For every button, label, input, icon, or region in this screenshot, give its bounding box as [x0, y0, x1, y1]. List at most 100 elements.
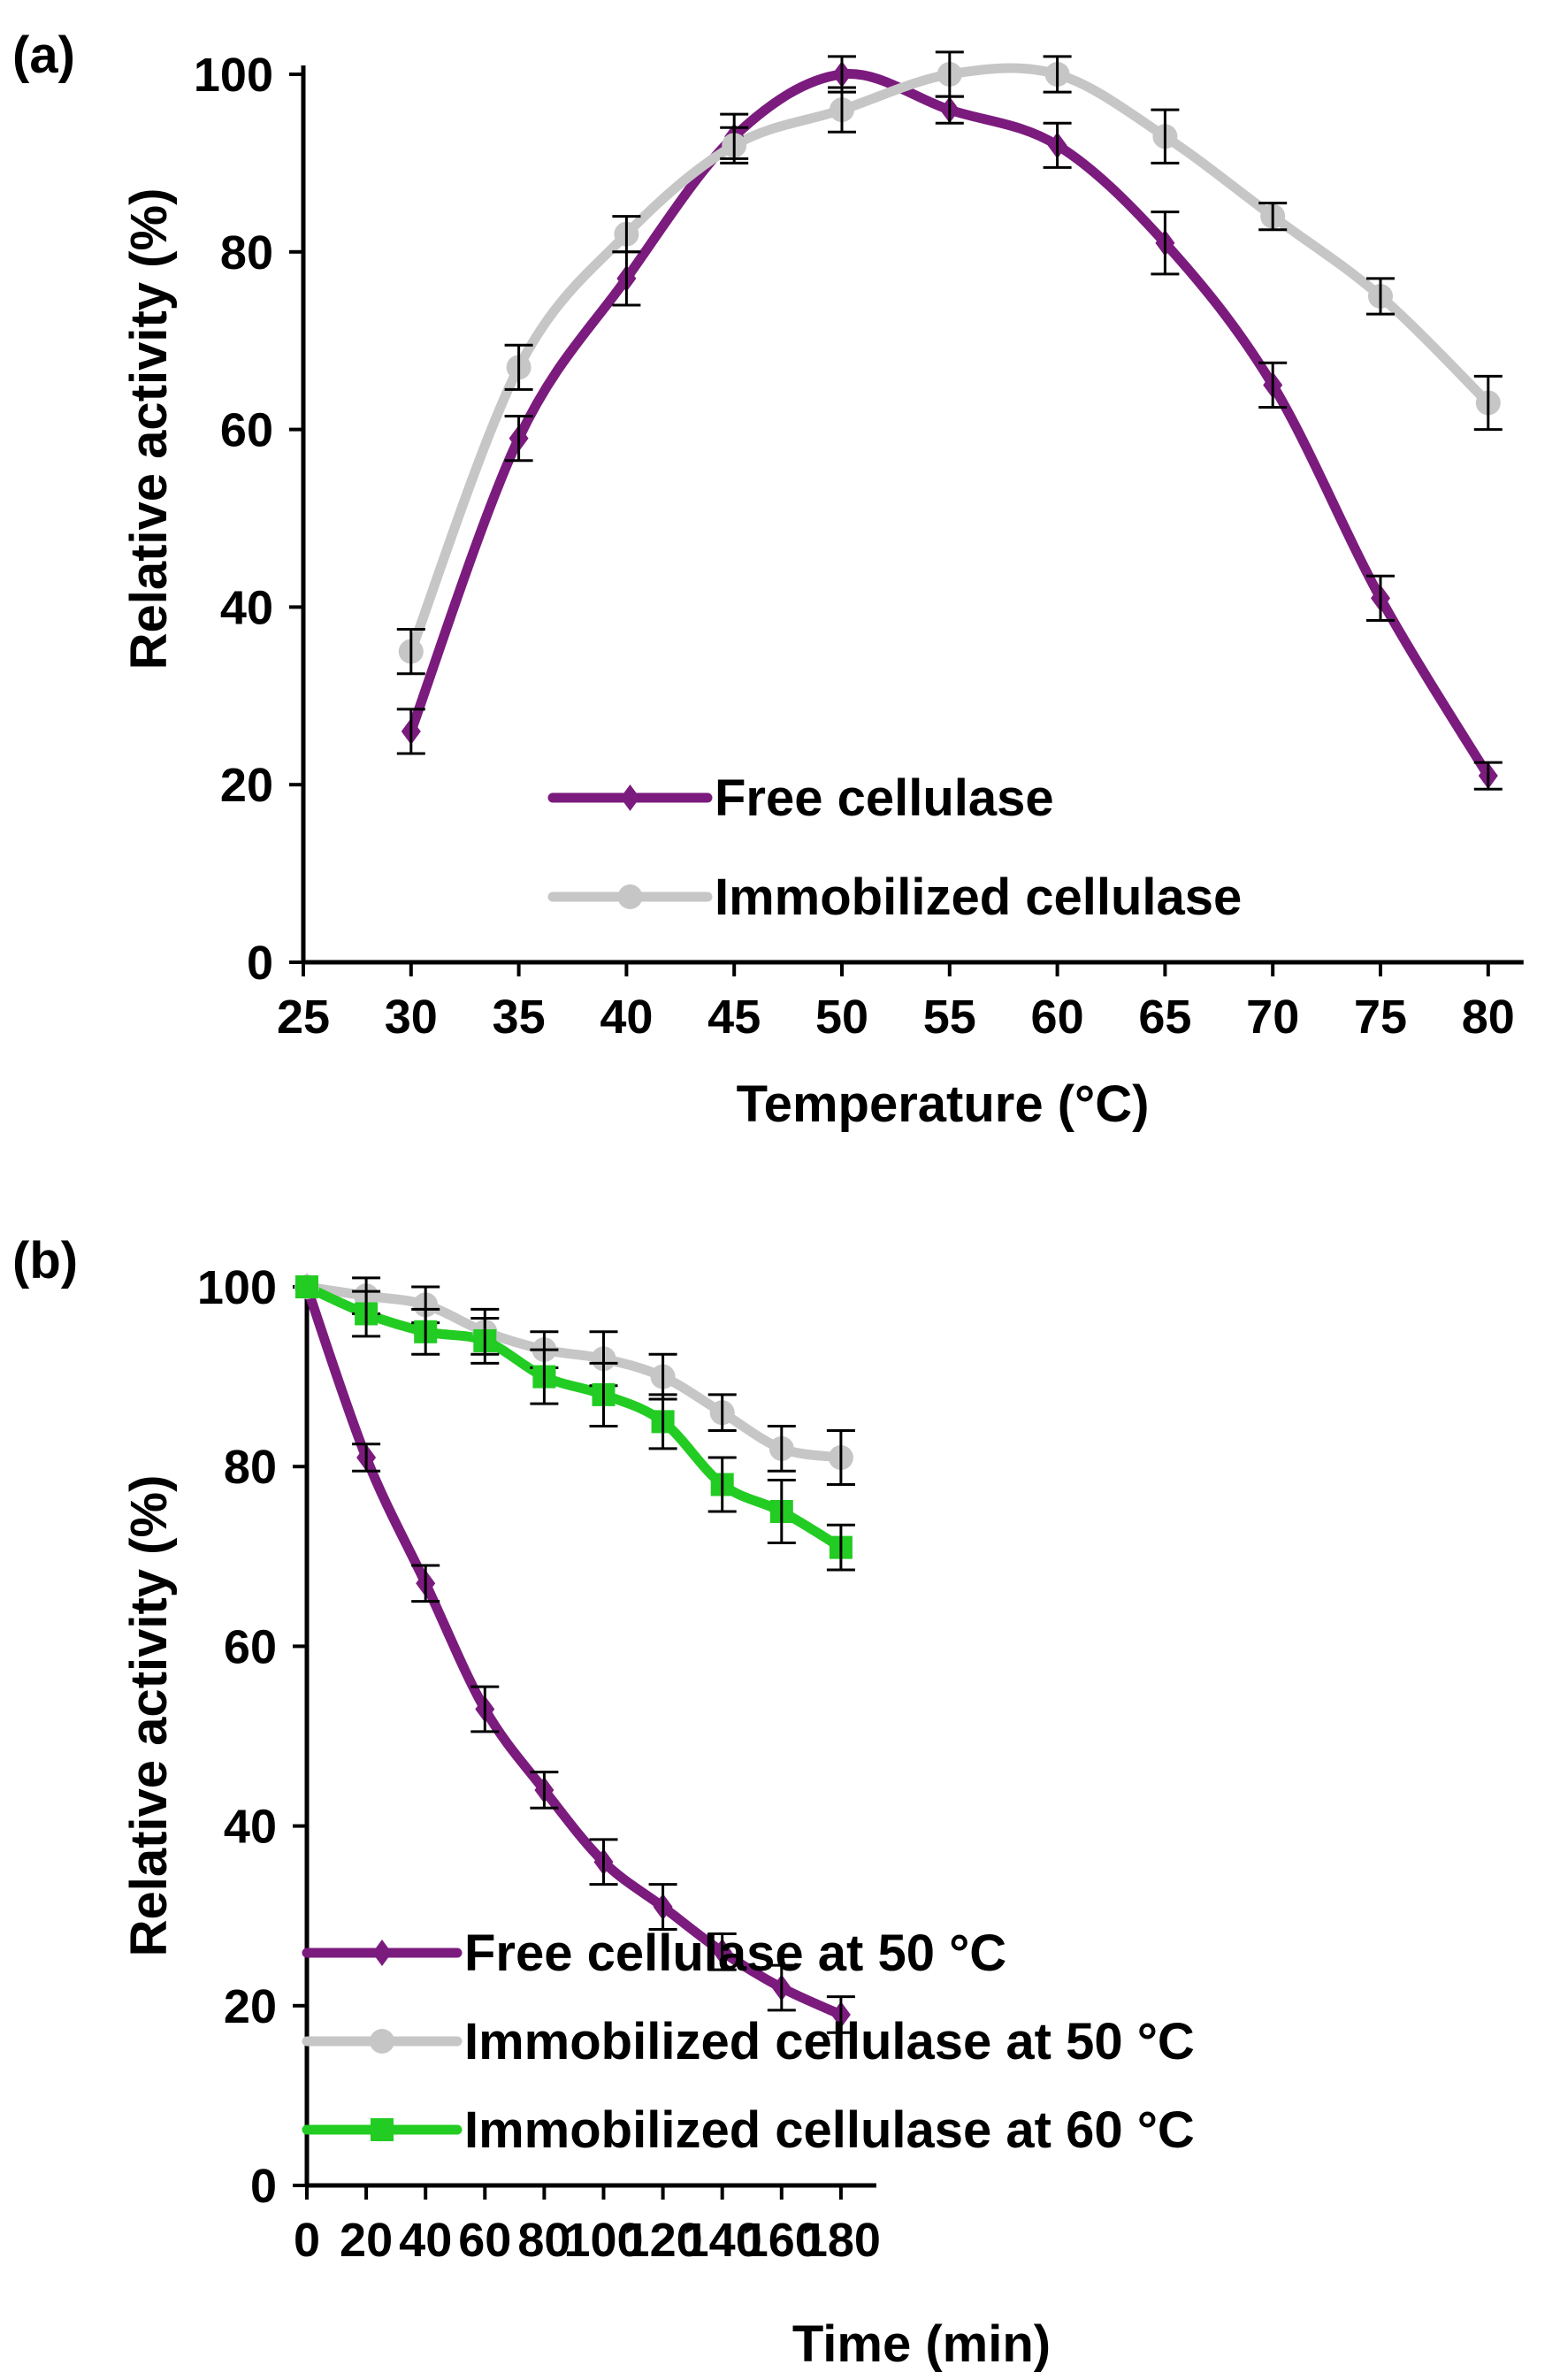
panel-a-legend: Free cellulase Immobilized cellulase	[547, 769, 1242, 926]
panel-a-label: (a)	[12, 27, 75, 84]
legend-item-2: Immobilized cellulase at 50 °C	[302, 2013, 1195, 2070]
error-bar	[826, 1429, 855, 1487]
x-tick-label: 0	[294, 2214, 320, 2267]
legend-item-1: Free cellulase at 50 °C	[302, 1925, 1006, 1982]
legend-label: Immobilized cellulase at 50 °C	[464, 2013, 1195, 2070]
x-tick-label: 70	[1246, 991, 1299, 1044]
error-bar	[767, 1424, 796, 1473]
y-tick-label: 20	[224, 1980, 277, 2033]
error-bar	[1473, 761, 1503, 791]
panel-b: (b) Relative activity (%) Time (min) 0 20…	[12, 1232, 1195, 2373]
y-tick-label: 60	[224, 1620, 277, 1673]
error-bar	[504, 415, 533, 463]
x-tick-label: 60	[458, 2214, 511, 2267]
panel-a-xlabel: Temperature (°C)	[737, 1075, 1150, 1133]
panel-b-xlabel: Time (min)	[792, 2315, 1051, 2373]
error-bar	[707, 1932, 737, 1971]
error-bar	[352, 1443, 381, 1473]
y-tick-label: 60	[220, 404, 273, 457]
x-tick-label: 40	[399, 2214, 452, 2267]
error-bar	[589, 1838, 618, 1886]
legend-item-1: Free cellulase	[547, 769, 1054, 827]
error-bar	[1366, 574, 1395, 622]
error-bar	[1151, 108, 1180, 165]
y-tick-label: 40	[220, 581, 273, 634]
error-bar	[504, 343, 533, 391]
error-bar	[470, 1685, 500, 1733]
y-tick-label: 100	[194, 49, 273, 102]
legend-label: Free cellulase	[715, 769, 1054, 827]
panel-a-ylabel: Relative activity (%)	[120, 188, 178, 670]
legend-marker	[370, 2029, 394, 2054]
error-bar	[1258, 202, 1288, 232]
legend-marker	[372, 1940, 392, 1966]
y-tick-label: 100	[197, 1261, 277, 1314]
x-tick-label: 80	[1462, 991, 1515, 1044]
y-tick-label: 0	[250, 2160, 277, 2213]
x-tick-label: 55	[923, 991, 976, 1044]
series-line-3	[302, 1282, 846, 1553]
series-line-2	[302, 1282, 846, 1463]
x-tick-label: 50	[815, 991, 868, 1044]
x-tick-label: 20	[340, 2214, 393, 2267]
x-tick-label: 60	[1031, 991, 1084, 1044]
y-tick-label: 0	[247, 937, 273, 990]
series-line-2	[406, 63, 1494, 657]
panel-b-legend: Free cellulase at 50 °C Immobilized cellu…	[302, 1925, 1195, 2159]
error-bar	[411, 1564, 440, 1603]
x-tick-label: 120	[623, 2214, 703, 2267]
y-tick-label: 80	[224, 1441, 277, 1494]
error-bar	[530, 1348, 559, 1405]
legend-label: Immobilized cellulase	[715, 869, 1242, 926]
x-tick-label: 25	[277, 991, 330, 1044]
error-bar	[1043, 55, 1072, 94]
error-bar	[707, 1456, 737, 1513]
legend-item-2: Immobilized cellulase	[547, 869, 1242, 926]
error-bar	[612, 215, 641, 254]
panel-b-plot	[294, 1274, 855, 2034]
error-bar	[1043, 121, 1072, 169]
error-bar	[826, 1523, 855, 1572]
error-bar	[1258, 361, 1288, 409]
x-tick-label: 100	[563, 2214, 643, 2267]
error-bar	[396, 628, 425, 676]
error-bar	[826, 1995, 855, 2034]
error-bar	[935, 50, 964, 98]
error-bar	[411, 1307, 440, 1356]
legend-label: Free cellulase at 50 °C	[464, 1925, 1006, 1982]
error-bar	[1473, 374, 1503, 432]
x-tick-label: 80	[517, 2214, 570, 2267]
error-bar	[767, 1963, 796, 2012]
series-3-point	[295, 1275, 318, 1298]
x-tick-label: 40	[600, 991, 653, 1044]
y-tick-label: 20	[220, 759, 273, 812]
x-tick-label: 45	[707, 991, 761, 1044]
error-bar	[648, 1393, 677, 1450]
series-line-1	[406, 68, 1494, 781]
error-bar	[828, 86, 856, 134]
error-bar	[767, 1478, 796, 1545]
y-tick-label: 40	[224, 1801, 277, 1854]
panel-a-plot	[396, 50, 1503, 791]
error-bar	[1151, 210, 1180, 276]
x-tick-label: 160	[742, 2214, 822, 2267]
panel-a-axes: 0 20 40 60 80 100 25 30 35 40 45 50 55 60 65 70 75 80	[194, 49, 1524, 1044]
legend-marker	[617, 884, 643, 909]
x-tick-label: 140	[683, 2214, 762, 2267]
y-tick-label: 80	[220, 226, 273, 279]
error-bar	[396, 708, 425, 755]
series-line-1	[302, 1282, 846, 2020]
legend-item-3: Immobilized cellulase at 60 °C	[302, 2101, 1195, 2159]
error-bar	[720, 126, 749, 165]
legend-label: Immobilized cellulase at 60 °C	[464, 2101, 1195, 2159]
panel-a: (a) Relative activity (%) Temperature (°…	[12, 27, 1524, 1133]
error-bar	[1366, 277, 1395, 316]
x-tick-label: 65	[1138, 991, 1191, 1044]
error-bar	[648, 1883, 677, 1931]
legend-marker	[620, 784, 640, 811]
panel-b-label: (b)	[12, 1232, 78, 1289]
x-tick-label: 35	[493, 991, 546, 1044]
error-bar	[707, 1393, 737, 1433]
